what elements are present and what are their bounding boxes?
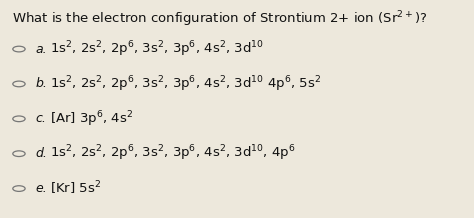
Text: b.: b. <box>36 77 47 90</box>
Text: d.: d. <box>36 147 47 160</box>
Text: What is the electron configuration of Strontium 2+ ion (Sr$^{2+}$)?: What is the electron configuration of St… <box>12 10 428 29</box>
Text: 1s$^{2}$, 2s$^{2}$, 2p$^{6}$, 3s$^{2}$, 3p$^{6}$, 4s$^{2}$, 3d$^{10}$, 4p$^{6}$: 1s$^{2}$, 2s$^{2}$, 2p$^{6}$, 3s$^{2}$, … <box>50 144 295 164</box>
Text: [Kr] 5s$^{2}$: [Kr] 5s$^{2}$ <box>50 180 101 197</box>
Text: 1s$^{2}$, 2s$^{2}$, 2p$^{6}$, 3s$^{2}$, 3p$^{6}$, 4s$^{2}$, 3d$^{10}$ 4p$^{6}$, : 1s$^{2}$, 2s$^{2}$, 2p$^{6}$, 3s$^{2}$, … <box>50 74 321 94</box>
Text: 1s$^{2}$, 2s$^{2}$, 2p$^{6}$, 3s$^{2}$, 3p$^{6}$, 4s$^{2}$, 3d$^{10}$: 1s$^{2}$, 2s$^{2}$, 2p$^{6}$, 3s$^{2}$, … <box>50 39 264 59</box>
Text: a.: a. <box>36 43 47 56</box>
Text: c.: c. <box>36 112 46 125</box>
Text: e.: e. <box>36 182 47 195</box>
Text: [Ar] 3p$^{6}$, 4s$^{2}$: [Ar] 3p$^{6}$, 4s$^{2}$ <box>50 109 133 129</box>
